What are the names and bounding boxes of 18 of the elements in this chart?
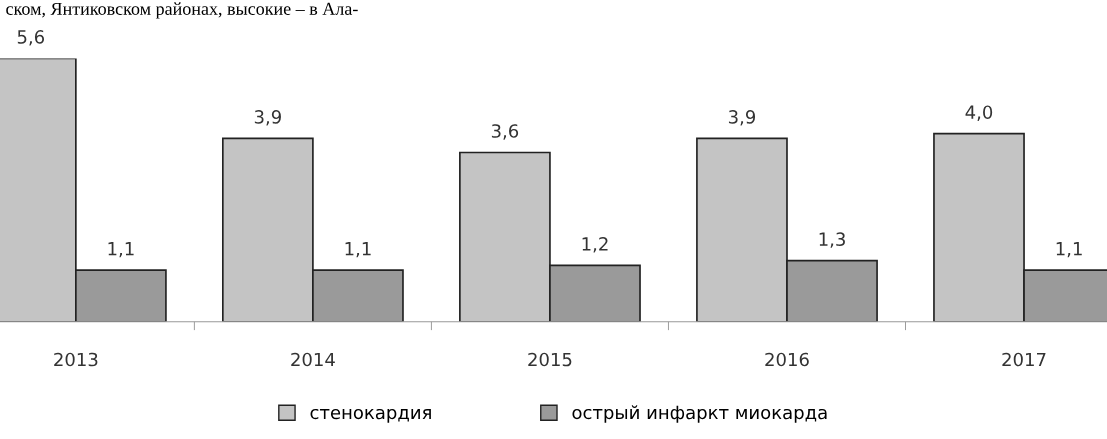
x-tick-label: 2015 <box>528 352 572 367</box>
data-label: 1,1 <box>1056 242 1082 258</box>
x-tick-label: 2014 <box>291 352 335 367</box>
data-label: 1,2 <box>582 237 608 253</box>
data-label: 5,6 <box>17 30 45 46</box>
data-label: 3,6 <box>491 124 519 140</box>
x-tick-label: 2013 <box>54 352 98 367</box>
legend-label: стенокардия <box>310 408 431 423</box>
x-tick-label: 2016 <box>765 352 809 367</box>
data-label: 1,1 <box>108 242 134 258</box>
x-tick-label: 2017 <box>1002 352 1046 367</box>
data-label: 1,1 <box>345 242 371 258</box>
legend-label: острый инфаркт миокарда <box>572 405 827 423</box>
data-label: 3,9 <box>728 110 756 126</box>
data-label: 3,9 <box>254 110 281 126</box>
data-label: 1,3 <box>819 232 845 248</box>
text: ском, Янтиковском районах, высокие – в Ала- <box>6 2 358 19</box>
data-label: 4,0 <box>965 105 993 121</box>
